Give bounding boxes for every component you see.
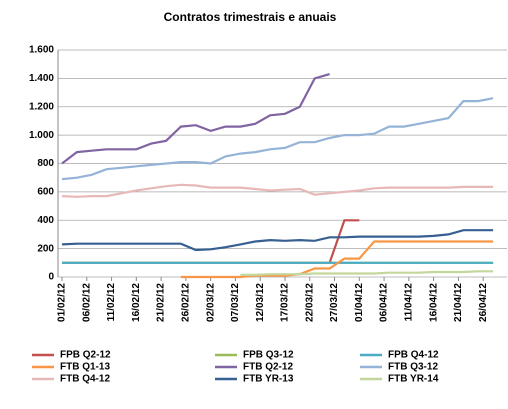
legend-label: FPB Q3-12 — [243, 350, 294, 361]
y-tick-label: 1.600 — [29, 45, 54, 56]
series-line — [240, 270, 494, 276]
legend-label: FTB Q4-12 — [60, 374, 110, 385]
x-tick-label: 27/03/12 — [329, 283, 340, 322]
y-tick-label: 1.400 — [29, 73, 54, 84]
x-tick-label: 11/02/12 — [106, 283, 117, 322]
x-tick-label: 17/03/12 — [280, 283, 291, 322]
legend-label: FPB Q2-12 — [60, 350, 111, 361]
x-tick-label: 12/03/12 — [255, 283, 266, 322]
series-line — [61, 183, 494, 198]
x-tick-label: 22/03/12 — [304, 283, 315, 322]
y-tick-label: 200 — [37, 243, 54, 254]
y-tick-label: 0 — [48, 272, 54, 283]
x-tick-label: 11/04/12 — [403, 283, 414, 322]
x-tick-label: 21/04/12 — [453, 283, 464, 322]
legend-label: FTB Q2-12 — [243, 362, 293, 373]
x-tick-label: 01/04/12 — [354, 283, 365, 322]
x-tick-label: 16/04/12 — [428, 283, 439, 322]
chart-title: Contratos trimestrais e anuais — [164, 10, 337, 24]
y-tick-label: 1.000 — [29, 130, 54, 141]
y-tick-label: 1.200 — [29, 101, 54, 112]
x-tick-label: 16/02/12 — [131, 283, 142, 322]
x-tick-label: 02/03/12 — [205, 283, 216, 322]
series-line — [61, 229, 494, 252]
series-line — [61, 73, 330, 165]
x-tick-label: 06/04/12 — [379, 283, 390, 322]
series-line — [61, 97, 494, 181]
legend-label: FTB YR-13 — [243, 374, 294, 385]
x-tick-label: 26/02/12 — [181, 283, 192, 322]
x-tick-label: 01/02/12 — [57, 283, 68, 322]
y-tick-label: 400 — [37, 215, 54, 226]
legend-label: FTB Q3-12 — [388, 362, 438, 373]
legend-label: FTB YR-14 — [388, 374, 439, 385]
x-tick-label: 06/02/12 — [81, 283, 92, 322]
x-tick-label: 26/04/12 — [478, 283, 489, 322]
x-tick-label: 07/03/12 — [230, 283, 241, 322]
legend-label: FPB Q4-12 — [388, 350, 439, 361]
legend-label: FTB Q1-13 — [60, 362, 110, 373]
y-tick-label: 800 — [37, 158, 54, 169]
x-tick-label: 21/02/12 — [156, 283, 167, 322]
series-line — [180, 240, 494, 279]
y-tick-label: 600 — [37, 187, 54, 198]
